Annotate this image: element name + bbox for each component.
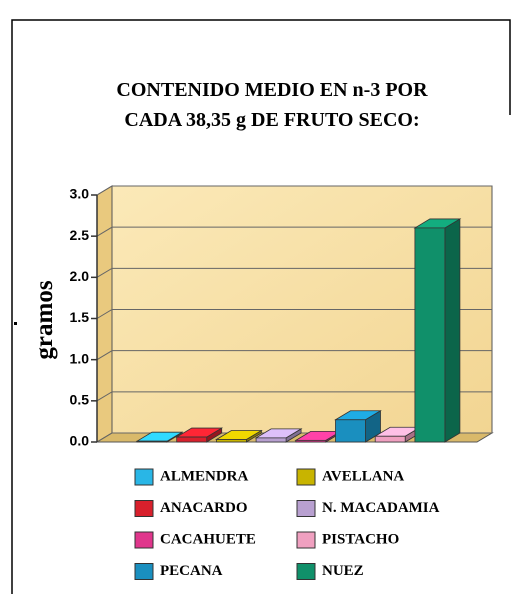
y-axis-label: gramos <box>31 280 58 359</box>
legend-label: ANACARDO <box>160 500 248 516</box>
bar <box>215 439 247 443</box>
grid-line <box>96 309 492 319</box>
grid-line <box>96 267 492 278</box>
bar-side <box>444 218 461 443</box>
legend-swatch <box>296 500 316 517</box>
legend-swatch <box>296 531 316 549</box>
y-tick-label: 1.0 <box>70 350 90 366</box>
frame <box>11 19 511 594</box>
legend-swatch <box>134 563 154 580</box>
legend-label: N. MACADAMIA <box>322 500 440 516</box>
legend-swatch <box>296 563 316 580</box>
bar <box>374 435 406 443</box>
y-tick-label: 3.0 <box>70 186 90 202</box>
bar <box>335 419 366 443</box>
grid-line <box>96 226 492 237</box>
legend-label: CACAHUETE <box>160 531 256 547</box>
chart-title: CONTENIDO MEDIO EN n-3 POR <box>116 79 428 101</box>
y-tick-label: 1.5 <box>70 309 90 325</box>
legend-swatch <box>134 531 154 549</box>
chart-title: CADA 38,35 g DE FRUTO SECO: <box>124 109 419 131</box>
legend-label: ALMENDRA <box>160 468 248 484</box>
legend-label: PECANA <box>160 563 223 579</box>
dot <box>14 322 17 325</box>
legend-swatch <box>134 500 154 517</box>
bar <box>255 437 287 443</box>
y-tick-label: 2.0 <box>70 268 90 284</box>
legend-label: AVELLANA <box>322 468 404 484</box>
y-tick-label: 0.0 <box>70 433 90 449</box>
legend-swatch <box>296 468 316 486</box>
bar <box>414 227 446 443</box>
legend-swatch <box>134 468 154 486</box>
bar <box>295 439 327 443</box>
legend-label: PISTACHO <box>322 531 399 547</box>
grid-line <box>96 350 492 361</box>
y-tick-label: 2.5 <box>70 227 90 243</box>
grid-line <box>96 391 492 402</box>
grid-line <box>96 185 492 196</box>
legend-label: NUEZ <box>322 563 364 579</box>
bar <box>136 440 168 443</box>
y-tick-label: 0.5 <box>70 392 90 408</box>
bar <box>176 436 208 443</box>
